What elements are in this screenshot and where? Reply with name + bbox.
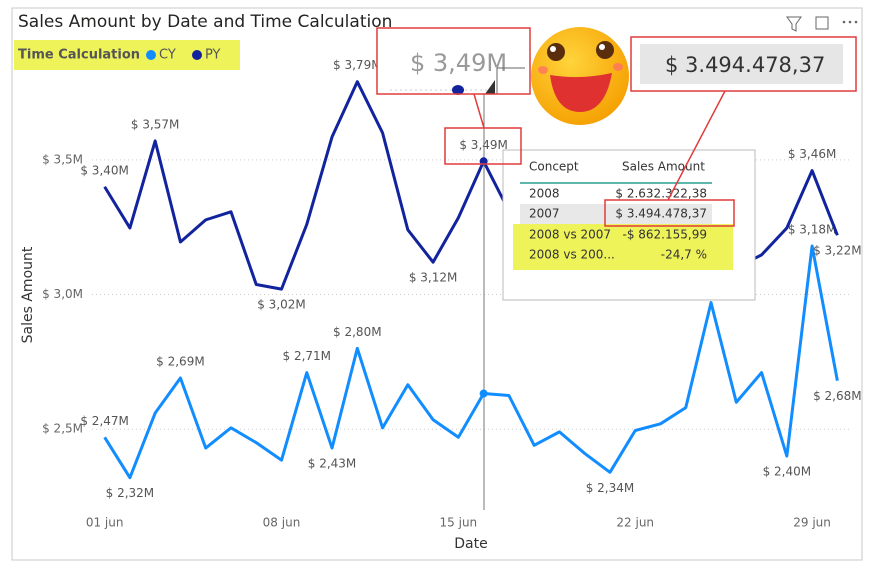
tooltip-header: Sales Amount	[622, 160, 705, 174]
red-connector	[473, 93, 485, 129]
tooltip-row-hover	[520, 204, 712, 224]
data-label: $ 2,69M	[156, 355, 205, 369]
tooltip-cell: $ 2.632.322,38	[615, 187, 707, 201]
tooltip-cell: 2008	[529, 187, 560, 201]
data-label: $ 2,34M	[586, 481, 635, 495]
emoji-cheek	[613, 63, 623, 71]
zoom-marker	[452, 85, 464, 95]
tooltip-cell: 2008 vs 2007	[529, 228, 611, 242]
tooltip: Concept Sales Amount 2008 $ 2.632.322,38…	[502, 149, 756, 301]
data-label: $ 2,43M	[308, 457, 357, 471]
data-label: $ 3,18M	[788, 223, 837, 237]
filter-icon[interactable]	[786, 16, 802, 32]
hover-marker	[479, 389, 488, 398]
red-box	[604, 199, 735, 227]
more-icon[interactable]	[848, 20, 852, 24]
legend-title: Time Calculation	[18, 48, 140, 63]
legend-marker	[192, 50, 202, 60]
legend-label: CY	[159, 48, 176, 63]
highlight	[14, 40, 240, 70]
data-label: $ 3,57M	[131, 117, 180, 131]
legend-label: PY	[205, 48, 221, 63]
emoji	[531, 27, 629, 125]
header-icons	[786, 16, 858, 32]
line	[103, 244, 839, 480]
y-tick-label: $ 2,5M	[42, 422, 83, 436]
data-label: $ 3,79M	[333, 58, 382, 72]
red-connector	[667, 90, 726, 201]
tooltip-cell: -24,7 %	[661, 248, 707, 262]
callouts: $ 3,49M $ 3.494.478,37	[376, 27, 857, 227]
chart-title: Sales Amount by Date and Time Calculatio…	[18, 12, 392, 32]
x-tick-label: 01 jun	[86, 516, 124, 530]
data-label: $ 2,47M	[80, 414, 129, 428]
emoji-eye	[547, 43, 565, 61]
tooltip-cell: -$ 862.155,99	[623, 228, 708, 242]
more-icon[interactable]	[842, 20, 846, 24]
more-icon[interactable]	[854, 20, 858, 24]
legend: CY PY	[146, 48, 221, 63]
data-label: $ 3,22M	[813, 244, 862, 258]
emoji-eye	[596, 41, 614, 59]
data-label: $ 2,71M	[283, 349, 332, 363]
emoji-mouth	[550, 73, 612, 112]
x-tick-label: 08 jun	[263, 516, 301, 530]
data-label: $ 2,32M	[106, 486, 155, 500]
x-tick-label: 22 jun	[616, 516, 654, 530]
zoom-value-bg	[640, 44, 843, 84]
data-label: $ 3,40M	[80, 163, 129, 177]
y-tick-label: $ 3,0M	[42, 287, 83, 301]
emoji-cheek	[538, 66, 548, 74]
red-box	[444, 127, 522, 165]
data-label: $ 3,46M	[788, 147, 837, 161]
focus-icon[interactable]	[815, 16, 829, 30]
x-tick-label: 29 jun	[793, 516, 831, 530]
emoji-eye	[599, 44, 605, 50]
legend-marker	[146, 50, 156, 60]
tooltip-header: Concept	[529, 160, 579, 174]
zoom-label: $ 3,49M	[410, 49, 507, 77]
zoom-box	[377, 28, 530, 94]
emoji-eye	[550, 46, 556, 52]
data-label: $ 3,02M	[257, 298, 306, 312]
data-label: $ 2,40M	[763, 465, 812, 479]
zoom-value: $ 3.494.478,37	[665, 53, 825, 77]
x-axis-title: Date	[454, 536, 487, 552]
y-axis-title: Sales Amount	[20, 246, 36, 343]
zoom-line	[485, 80, 495, 94]
data-label: $ 2,68M	[813, 389, 862, 403]
x-tick-label: 15 jun	[440, 516, 478, 530]
tooltip-cell: 2007	[529, 207, 560, 221]
highlight	[513, 224, 733, 270]
data-label: $ 3,12M	[409, 271, 458, 285]
tooltip-cell: 2008 vs 200...	[529, 248, 615, 262]
data-label: $ 2,80M	[333, 325, 382, 339]
plot: $ 2,5M $ 3,0M $ 3,5M 01 jun 08 jun 15 jun 22 j…	[42, 58, 862, 529]
y-tick-label: $ 3,5M	[42, 152, 83, 166]
tooltip-cell: $ 3.494.478,37	[615, 207, 707, 221]
red-box	[376, 27, 531, 95]
